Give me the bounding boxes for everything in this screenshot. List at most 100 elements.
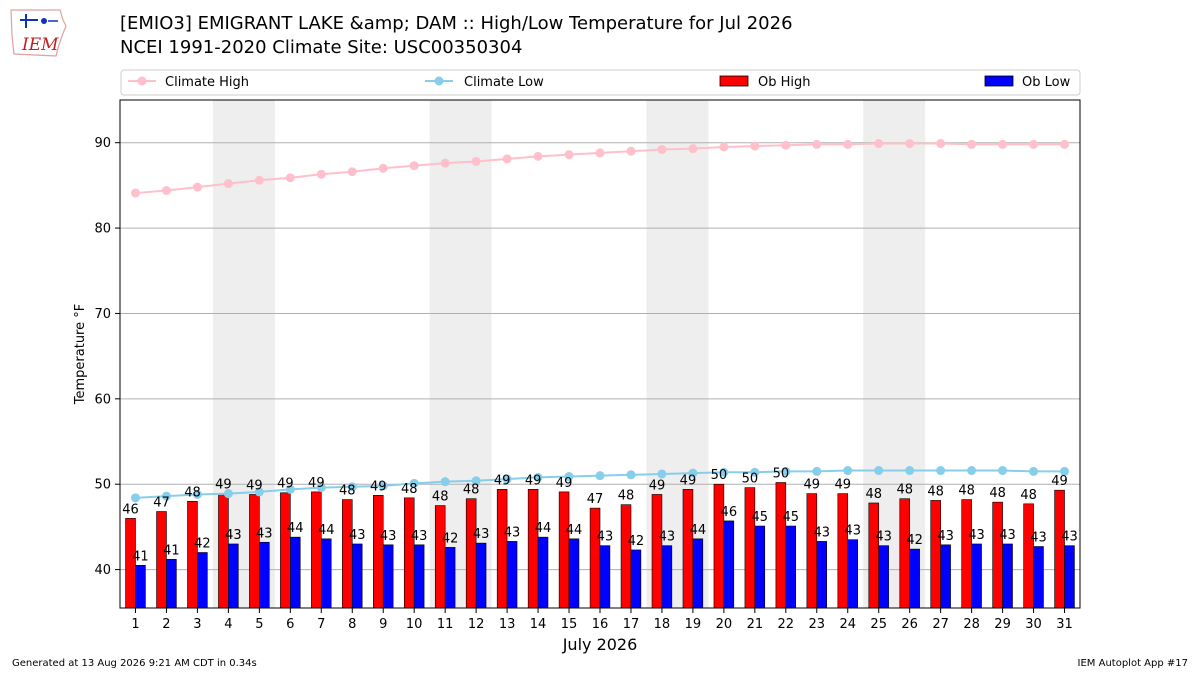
climate-high-point-1: [130, 188, 140, 198]
x-tick-label-25: 25: [870, 617, 887, 632]
ob-low-bar-5: [259, 541, 270, 609]
y-axis: 40 50 60 70 80 90: [94, 136, 120, 578]
ob-low-bar-26: [909, 548, 920, 609]
ob-high-label-27: 48: [927, 484, 944, 499]
ob-high-label-26: 48: [896, 483, 913, 498]
ob-high-bar-23: [806, 493, 818, 609]
climate-low-point-29: [998, 466, 1008, 476]
ob-low-label-30: 43: [1030, 531, 1047, 546]
climate-low-point-3: [192, 489, 202, 499]
ob-high-bar-8: [342, 499, 353, 609]
climate-low-point-2: [161, 491, 171, 501]
climate-high-point-8: [347, 167, 357, 177]
ob-low-label-8: 43: [349, 528, 366, 543]
x-tick-label-18: 18: [654, 617, 671, 632]
ob-high-label-30: 48: [1020, 488, 1037, 503]
ob-low-bar-21: [754, 525, 766, 609]
climate-high-point-17: [626, 146, 636, 156]
climate-low-point-19: [688, 468, 698, 478]
ob-low-bar-22: [785, 525, 797, 609]
ob-high-bar-15: [558, 491, 570, 609]
ob-low-bar-19: [692, 538, 704, 609]
x-tick-label-10: 10: [406, 617, 423, 632]
ob-high-bar-12: [465, 498, 477, 609]
ob-low-label-20: 46: [721, 505, 738, 520]
bar-value-labels: 46 41 47 41 48 42 49 43 49 43 49 44 49 44 48 43 49 43 48 43…: [122, 466, 1077, 564]
climate-high-point-24: [843, 139, 853, 149]
ob-high-label-1: 46: [122, 502, 139, 517]
x-tick-label-22: 22: [778, 617, 795, 632]
climate-high-point-20: [719, 142, 729, 152]
ob-high-label-19: 49: [680, 473, 697, 488]
x-tick-label-31: 31: [1056, 617, 1073, 632]
climate-high-point-9: [378, 163, 388, 173]
ob-high-bar-30: [1023, 503, 1034, 609]
climate-high-point-28: [967, 139, 977, 149]
x-tick-label-14: 14: [530, 617, 547, 632]
climate-low-point-28: [967, 466, 977, 476]
x-tick-label-20: 20: [716, 617, 733, 632]
ob-low-label-16: 43: [597, 530, 614, 545]
climate-low-point-27: [936, 466, 946, 476]
ob-high-bar-26: [899, 498, 910, 609]
x-tick-label-28: 28: [963, 617, 980, 632]
climate-high-point-13: [502, 154, 512, 164]
climate-low-point-30: [1029, 466, 1039, 476]
ob-high-bar-18: [651, 494, 663, 609]
ob-low-bar-11: [444, 547, 456, 609]
ob-low-label-1: 41: [132, 549, 149, 564]
climate-low-point-20: [719, 467, 729, 477]
ob-low-bar-17: [630, 549, 642, 609]
legend-ob-high-label: Ob High: [758, 75, 811, 90]
climate-low-point-15: [564, 472, 574, 482]
climate-low-point-6: [285, 484, 295, 494]
climate-high-point-2: [161, 186, 171, 196]
ob-high-label-31: 49: [1051, 474, 1068, 489]
ob-low-bar-25: [878, 545, 889, 609]
x-tick-label-27: 27: [932, 617, 949, 632]
ob-high-bar-25: [868, 502, 880, 609]
ob-low-bar-14: [537, 536, 549, 609]
climate-low-point-11: [440, 477, 450, 487]
ob-low-bar-28: [971, 543, 982, 609]
climate-high-point-10: [409, 161, 419, 171]
ob-low-bar-12: [475, 542, 487, 609]
ob-low-bar-24: [847, 539, 858, 609]
ob-high-label-7: 49: [308, 476, 325, 491]
chart-title: [EMIO3] EMIGRANT LAKE &amp; DAM :: High/…: [120, 12, 793, 60]
ob-low-label-9: 43: [380, 529, 397, 544]
generated-timestamp: Generated at 13 Aug 2026 9:21 AM CDT in …: [12, 658, 257, 669]
climate-high-point-31: [1060, 139, 1070, 149]
climate-low-point-4: [223, 489, 233, 499]
app-credit: IEM Autoplot App #17: [1077, 658, 1188, 669]
x-tick-label-30: 30: [1025, 617, 1042, 632]
ob-low-label-23: 43: [813, 525, 830, 540]
ob-high-label-14: 49: [525, 473, 542, 488]
ob-low-bar-16: [599, 545, 611, 609]
ob-low-label-15: 44: [566, 523, 583, 538]
x-tick-label-24: 24: [839, 617, 856, 632]
climate-high-point-26: [905, 139, 915, 149]
y-tick-label-50: 50: [94, 478, 111, 493]
x-tick-label-1: 1: [131, 617, 139, 632]
x-tick-label-16: 16: [592, 617, 609, 632]
ob-high-bar-22: [775, 482, 787, 609]
ob-low-label-10: 43: [411, 529, 428, 544]
climate-low-point-1: [130, 493, 140, 503]
ob-high-bar-27: [930, 500, 941, 609]
ob-high-bar-16: [589, 507, 601, 609]
bar-series: [125, 482, 1075, 609]
x-tick-label-2: 2: [162, 617, 170, 632]
iem-logo: IEM: [8, 6, 70, 58]
legend: Climate High Climate Low Ob High Ob Low: [120, 69, 1081, 96]
ob-high-bar-6: [280, 492, 291, 609]
x-axis: 1 2 3 4 5 6 7 8 9 10 11 12 13 14 15 16 17 18 19 20 21 22 23 24 2…: [131, 608, 1073, 632]
ob-high-label-5: 49: [246, 478, 263, 493]
ob-high-label-22: 50: [773, 466, 790, 481]
x-tick-label-4: 4: [224, 617, 232, 632]
climate-high-point-25: [874, 139, 884, 149]
legend-climate-high-label: Climate High: [165, 75, 249, 90]
x-tick-label-8: 8: [348, 617, 356, 632]
ob-high-label-24: 49: [835, 478, 852, 493]
ob-low-label-12: 43: [473, 527, 490, 542]
